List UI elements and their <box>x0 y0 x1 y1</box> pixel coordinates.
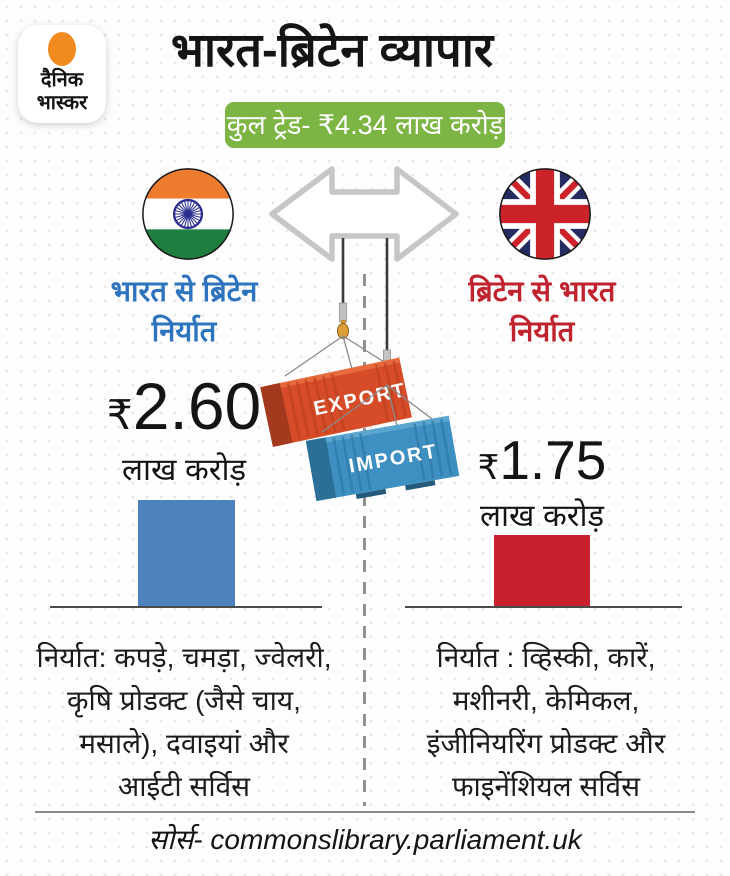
dainik-bhaskar-logo: दैनिक भास्कर <box>18 25 106 123</box>
export-value: ₹2.60 <box>59 368 309 444</box>
page-title: भारत-ब्रिटेन व्यापार <box>170 23 494 76</box>
logo-text-line2: भास्कर <box>36 92 88 114</box>
import-value: ₹1.75 <box>417 428 667 492</box>
rupee-symbol: ₹ <box>477 449 500 487</box>
india-flag-icon <box>142 168 234 260</box>
rupee-symbol: ₹ <box>106 392 133 438</box>
import-amount: 1.75 <box>499 429 607 491</box>
two-way-arrow-icon <box>269 166 459 262</box>
crane-hook-icon <box>337 320 349 339</box>
sun-dot-icon <box>48 32 76 66</box>
total-trade-badge: कुल ट्रेड- ₹4.34 लाख करोड़ <box>225 102 505 148</box>
footer-divider <box>35 811 695 813</box>
logo-text-line1: दैनिक <box>40 69 84 91</box>
import-container-icon: IMPORT <box>305 415 460 502</box>
export-bar <box>138 500 235 608</box>
center-dashed-divider <box>363 274 366 806</box>
export-description: निर्यात: कपड़े, चमड़ा, ज्वेलरी, कृषि प्र… <box>36 642 332 802</box>
ashoka-chakra-icon <box>172 198 204 230</box>
trade-artwork: EXPORT IMPORT <box>260 166 460 502</box>
export-bar-baseline <box>50 606 322 608</box>
source-credit: सोर्स- commonslibrary.parliament.uk <box>148 824 582 855</box>
export-amount: 2.60 <box>132 369 262 443</box>
export-container-icon: EXPORT <box>260 357 412 447</box>
crane-cable-left <box>337 238 349 339</box>
india-to-britain-label: भारत से ब्रिटेन निर्यात <box>110 276 258 348</box>
britain-to-india-label: ब्रिटेन से भारत निर्यात <box>468 276 616 348</box>
export-unit: लाख करोड़ <box>121 452 247 487</box>
import-bar-baseline <box>405 606 682 608</box>
import-bar <box>494 535 590 608</box>
uk-flag-icon <box>499 168 591 260</box>
import-unit: लाख करोड़ <box>479 498 605 533</box>
import-description: निर्यात : व्हिस्की, कारें, मशीनरी, केमिक… <box>426 642 666 802</box>
